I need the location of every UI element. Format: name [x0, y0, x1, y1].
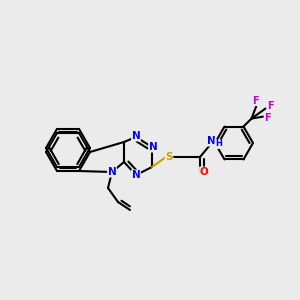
Text: O: O [200, 167, 208, 177]
Text: N: N [132, 131, 140, 141]
Text: S: S [165, 152, 173, 162]
Text: F: F [267, 100, 274, 110]
Text: N: N [132, 170, 140, 180]
Text: F: F [252, 95, 259, 106]
Text: H: H [215, 140, 222, 148]
Text: N: N [108, 167, 116, 177]
Text: N: N [148, 142, 158, 152]
Text: F: F [264, 112, 271, 122]
Text: N: N [207, 136, 215, 146]
